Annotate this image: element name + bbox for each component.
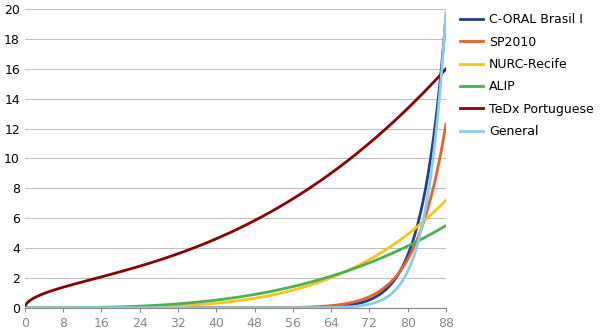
C-ORAL Brasil I	[272, 306, 279, 310]
ALIP	[272, 289, 279, 293]
SP2010	[224, 306, 231, 310]
General	[224, 306, 231, 310]
NURC-Recife	[249, 297, 256, 301]
ALIP	[21, 306, 28, 310]
ALIP	[249, 293, 256, 297]
C-ORAL Brasil I	[21, 306, 28, 310]
SP2010	[432, 175, 439, 179]
SP2010	[249, 306, 256, 310]
C-ORAL Brasil I	[432, 118, 439, 122]
General	[249, 306, 256, 310]
NURC-Recife	[224, 300, 231, 304]
NURC-Recife	[442, 198, 450, 202]
SP2010	[21, 306, 28, 310]
General	[432, 133, 439, 137]
NURC-Recife	[272, 292, 279, 296]
ALIP	[432, 229, 439, 233]
C-ORAL Brasil I	[442, 15, 450, 19]
Line: General: General	[25, 12, 446, 308]
Line: SP2010: SP2010	[25, 124, 446, 308]
TeDx Portuguese	[222, 233, 229, 237]
SP2010	[367, 295, 374, 299]
Legend: C-ORAL Brasil I, SP2010, NURC-Recife, ALIP, TeDx Portuguese, General: C-ORAL Brasil I, SP2010, NURC-Recife, AL…	[456, 9, 597, 142]
NURC-Recife	[432, 208, 439, 212]
C-ORAL Brasil I	[222, 306, 229, 310]
NURC-Recife	[367, 257, 374, 261]
TeDx Portuguese	[442, 67, 450, 71]
NURC-Recife	[222, 300, 229, 304]
General	[21, 306, 28, 310]
SP2010	[442, 122, 450, 126]
SP2010	[272, 306, 279, 310]
NURC-Recife	[21, 306, 28, 310]
General	[367, 302, 374, 306]
SP2010	[222, 306, 229, 310]
Line: NURC-Recife: NURC-Recife	[25, 200, 446, 308]
General	[442, 10, 450, 14]
TeDx Portuguese	[272, 207, 279, 211]
TeDx Portuguese	[367, 141, 374, 145]
TeDx Portuguese	[432, 78, 439, 82]
General	[222, 306, 229, 310]
Line: TeDx Portuguese: TeDx Portuguese	[25, 69, 446, 308]
ALIP	[367, 261, 374, 265]
ALIP	[224, 297, 231, 301]
TeDx Portuguese	[21, 306, 28, 310]
C-ORAL Brasil I	[249, 306, 256, 310]
Line: ALIP: ALIP	[25, 226, 446, 308]
ALIP	[442, 224, 450, 228]
C-ORAL Brasil I	[224, 306, 231, 310]
C-ORAL Brasil I	[367, 298, 374, 302]
ALIP	[222, 297, 229, 301]
Line: C-ORAL Brasil I: C-ORAL Brasil I	[25, 17, 446, 308]
TeDx Portuguese	[224, 232, 231, 236]
General	[272, 306, 279, 310]
TeDx Portuguese	[249, 219, 256, 223]
